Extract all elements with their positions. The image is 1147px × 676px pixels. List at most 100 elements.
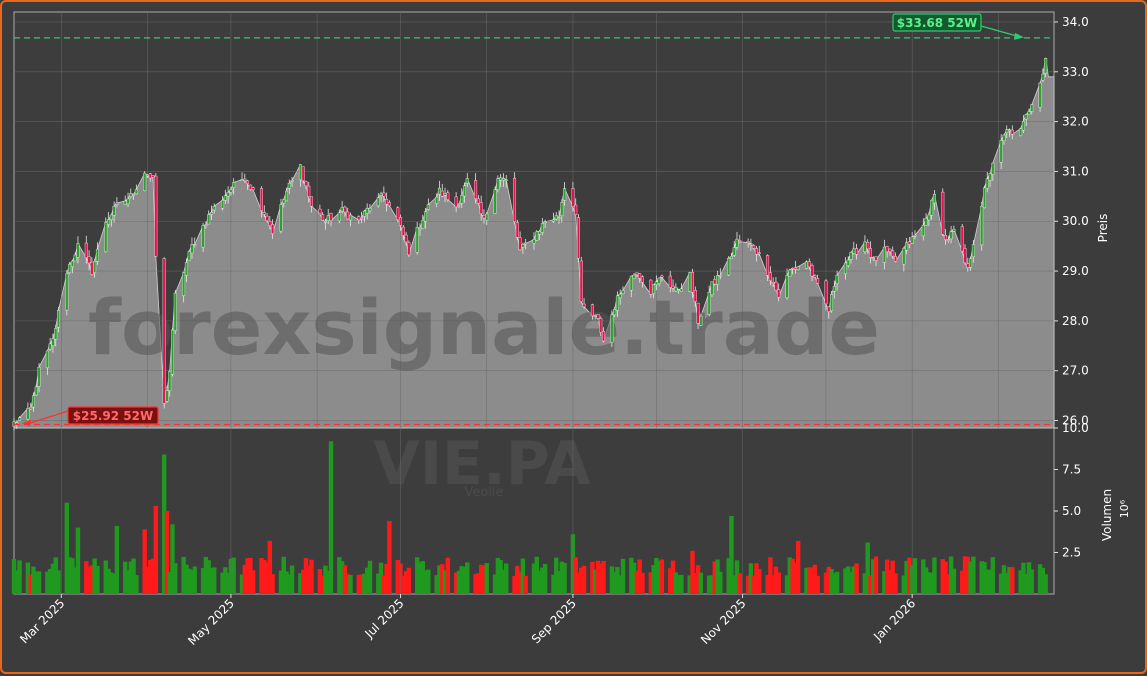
candle-body — [930, 199, 934, 216]
candle — [668, 270, 672, 293]
candle — [576, 214, 580, 262]
volume-bar — [1026, 562, 1032, 594]
candle — [262, 205, 266, 218]
candle-body — [376, 197, 380, 207]
candle — [248, 184, 252, 191]
candle-body — [34, 386, 38, 396]
candle — [835, 270, 839, 291]
candle — [232, 178, 236, 195]
volume-bar — [259, 557, 264, 594]
candle-body — [1010, 129, 1014, 135]
high-52w-arrowhead — [1014, 32, 1024, 40]
candle — [265, 212, 269, 223]
volume-bar — [303, 558, 309, 594]
candle-body — [387, 202, 391, 206]
volume-bar — [89, 565, 95, 594]
candle-body — [727, 258, 731, 276]
candle — [921, 218, 925, 241]
candle-body — [557, 217, 561, 219]
candle-body — [1038, 82, 1042, 108]
candle-body — [223, 195, 227, 201]
candle — [462, 182, 466, 203]
candle — [652, 284, 656, 299]
candle-body — [1041, 73, 1045, 81]
candle-body — [501, 178, 505, 181]
candle — [435, 193, 439, 208]
volume-bar — [348, 574, 353, 594]
volume-bar — [776, 572, 781, 594]
volume-bar — [517, 571, 523, 594]
volume-bar — [31, 566, 36, 594]
candle-body — [310, 196, 314, 207]
candle-body — [874, 256, 878, 261]
volume-tick-label: 7.5 — [1062, 463, 1081, 477]
volume-bar — [943, 561, 948, 594]
candle-body — [732, 247, 736, 256]
volume-bar — [125, 570, 131, 594]
low-52w-label-box — [67, 406, 159, 425]
volume-bar — [795, 540, 801, 594]
candle-body — [248, 184, 252, 190]
candle — [540, 218, 544, 236]
volume-bar — [601, 561, 606, 594]
candle — [535, 230, 539, 241]
candle — [190, 237, 194, 259]
candle-body — [535, 231, 539, 241]
candle — [774, 276, 778, 291]
volume-bar — [912, 558, 918, 594]
volume-bar — [72, 567, 78, 594]
price-tick-label: 27.0 — [1062, 364, 1089, 378]
candle — [766, 254, 770, 282]
candle — [757, 245, 761, 257]
volume-bar — [946, 574, 951, 594]
volume-bar — [640, 572, 645, 594]
candle-body — [31, 395, 35, 408]
volume-bar — [1029, 569, 1034, 594]
volume-bar — [437, 565, 442, 594]
candle-body — [615, 295, 619, 311]
volume-bar — [1037, 564, 1043, 594]
candle — [1021, 114, 1025, 134]
volume-bar — [86, 567, 92, 594]
candle-body — [482, 215, 486, 219]
candle-body — [713, 279, 717, 285]
volume-bar — [754, 563, 759, 594]
candle-body — [966, 263, 970, 268]
volume-bar — [595, 560, 601, 594]
volume-bar — [765, 574, 770, 594]
volume-bar — [56, 570, 61, 594]
candle-body — [204, 224, 208, 227]
candle — [944, 228, 948, 245]
candle-body — [251, 187, 255, 191]
candle-body — [654, 281, 658, 285]
candle — [640, 275, 644, 288]
candle-body — [980, 206, 984, 246]
volume-bar — [359, 574, 364, 594]
volume-bar — [929, 572, 934, 594]
x-tick-label: Jan 2026 — [870, 596, 918, 644]
high-52w-annotation: $33.68 52W — [892, 13, 1024, 40]
candle — [660, 274, 664, 282]
candle — [621, 286, 625, 295]
volume-bar — [36, 571, 42, 594]
candle — [424, 207, 428, 229]
candle-body — [543, 221, 547, 223]
volume-bar — [871, 559, 876, 594]
candle — [866, 239, 870, 254]
volume-bar — [968, 561, 973, 594]
candle-body — [949, 231, 953, 240]
candle-body — [944, 235, 948, 240]
candle — [941, 188, 945, 237]
candle — [855, 243, 859, 260]
candle — [418, 223, 422, 236]
candle — [969, 256, 973, 272]
candle — [888, 248, 892, 256]
candle-body — [574, 204, 578, 215]
candle — [1019, 127, 1023, 137]
volume-bar — [14, 570, 19, 594]
volume-bar — [542, 563, 548, 594]
volume-bar — [515, 565, 520, 594]
price-tick-label: 28.0 — [1062, 314, 1089, 328]
candle — [95, 242, 99, 265]
candle — [223, 189, 227, 204]
